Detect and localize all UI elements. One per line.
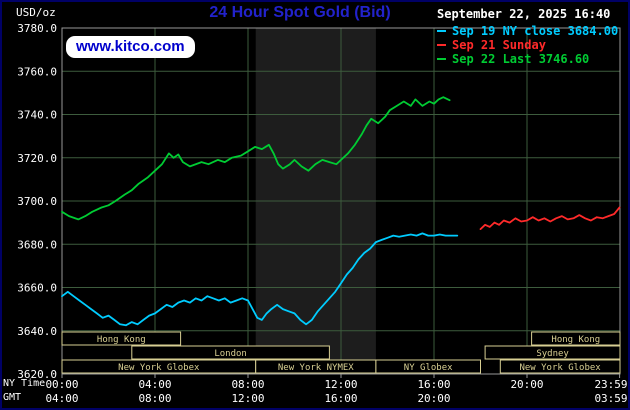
datetime-label: September 22, 2025 16:40 bbox=[437, 7, 611, 21]
y-tick-label: 3740.0 bbox=[17, 109, 57, 122]
session-box bbox=[499, 359, 621, 374]
y-tick-label: 3620.0 bbox=[17, 368, 57, 381]
ny-time-axis-label: NY Time bbox=[3, 378, 46, 389]
x-tick-label-ny: 12:00 bbox=[324, 378, 357, 391]
session-label: NY Globex bbox=[404, 363, 453, 373]
legend-item-sep21: Sep 21 Sunday bbox=[437, 38, 618, 52]
legend-line-swatch-cyan bbox=[437, 30, 446, 32]
x-tick-label-gmt: 20:00 bbox=[417, 392, 450, 405]
x-tick-label-ny: 04:00 bbox=[138, 378, 171, 391]
session-box bbox=[61, 331, 182, 346]
series-line-green bbox=[61, 96, 451, 221]
y-tick-label: 3700.0 bbox=[17, 195, 57, 208]
series-line-red bbox=[479, 206, 621, 231]
legend-line-swatch-green bbox=[437, 58, 446, 60]
session-label: Sydney bbox=[536, 349, 569, 359]
session-box bbox=[131, 345, 330, 360]
session-box bbox=[531, 331, 621, 346]
x-tick-label-ny: 16:00 bbox=[417, 378, 450, 391]
session-box bbox=[484, 345, 621, 360]
kitco-watermark-link[interactable]: www.kitco.com bbox=[66, 36, 195, 58]
legend-label-sep19: Sep 19 NY close 3684.00 bbox=[452, 24, 619, 38]
x-tick-label-ny: 08:00 bbox=[231, 378, 264, 391]
legend-item-sep19: Sep 19 NY close 3684.00 bbox=[437, 24, 618, 38]
x-tick-label-gmt: 04:00 bbox=[45, 392, 78, 405]
session-box bbox=[375, 359, 481, 374]
gmt-axis-label: GMT bbox=[3, 392, 22, 403]
session-label: New York Globex bbox=[118, 363, 200, 373]
x-tick-label-gmt: 16:00 bbox=[324, 392, 357, 405]
session-label: New York Globex bbox=[519, 363, 601, 373]
x-tick-label-gmt: 08:00 bbox=[138, 392, 171, 405]
unit-label: USD/oz bbox=[16, 6, 56, 19]
x-tick-label-gmt: 03:59 bbox=[594, 392, 627, 405]
chart-title: 24 Hour Spot Gold (Bid) bbox=[209, 4, 391, 21]
y-tick-label: 3640.0 bbox=[17, 325, 57, 338]
y-tick-label: 3780.0 bbox=[17, 22, 57, 35]
legend-label-sep22: Sep 22 Last 3746.60 bbox=[452, 52, 590, 66]
legend-label-sep21: Sep 21 Sunday bbox=[452, 38, 546, 52]
session-label: New York NYMEX bbox=[278, 363, 354, 373]
y-tick-label: 3660.0 bbox=[17, 282, 57, 295]
x-tick-label-ny: 00:00 bbox=[45, 378, 78, 391]
x-tick-label-gmt: 12:00 bbox=[231, 392, 264, 405]
session-label: Hong Kong bbox=[97, 335, 146, 345]
session-label: Hong Kong bbox=[551, 335, 600, 345]
x-tick-label-ny: 23:59 bbox=[594, 378, 627, 391]
x-tick-label-ny: 20:00 bbox=[510, 378, 543, 391]
series-line-cyan bbox=[61, 232, 459, 327]
y-tick-label: 3680.0 bbox=[17, 238, 57, 251]
legend-item-sep22: Sep 22 Last 3746.60 bbox=[437, 52, 618, 66]
y-tick-label: 3760.0 bbox=[17, 65, 57, 78]
session-label: London bbox=[214, 349, 247, 359]
legend-line-swatch-red bbox=[437, 44, 446, 46]
y-tick-label: 3720.0 bbox=[17, 152, 57, 165]
chart-legend: Sep 19 NY close 3684.00 Sep 21 Sunday Se… bbox=[437, 24, 618, 66]
